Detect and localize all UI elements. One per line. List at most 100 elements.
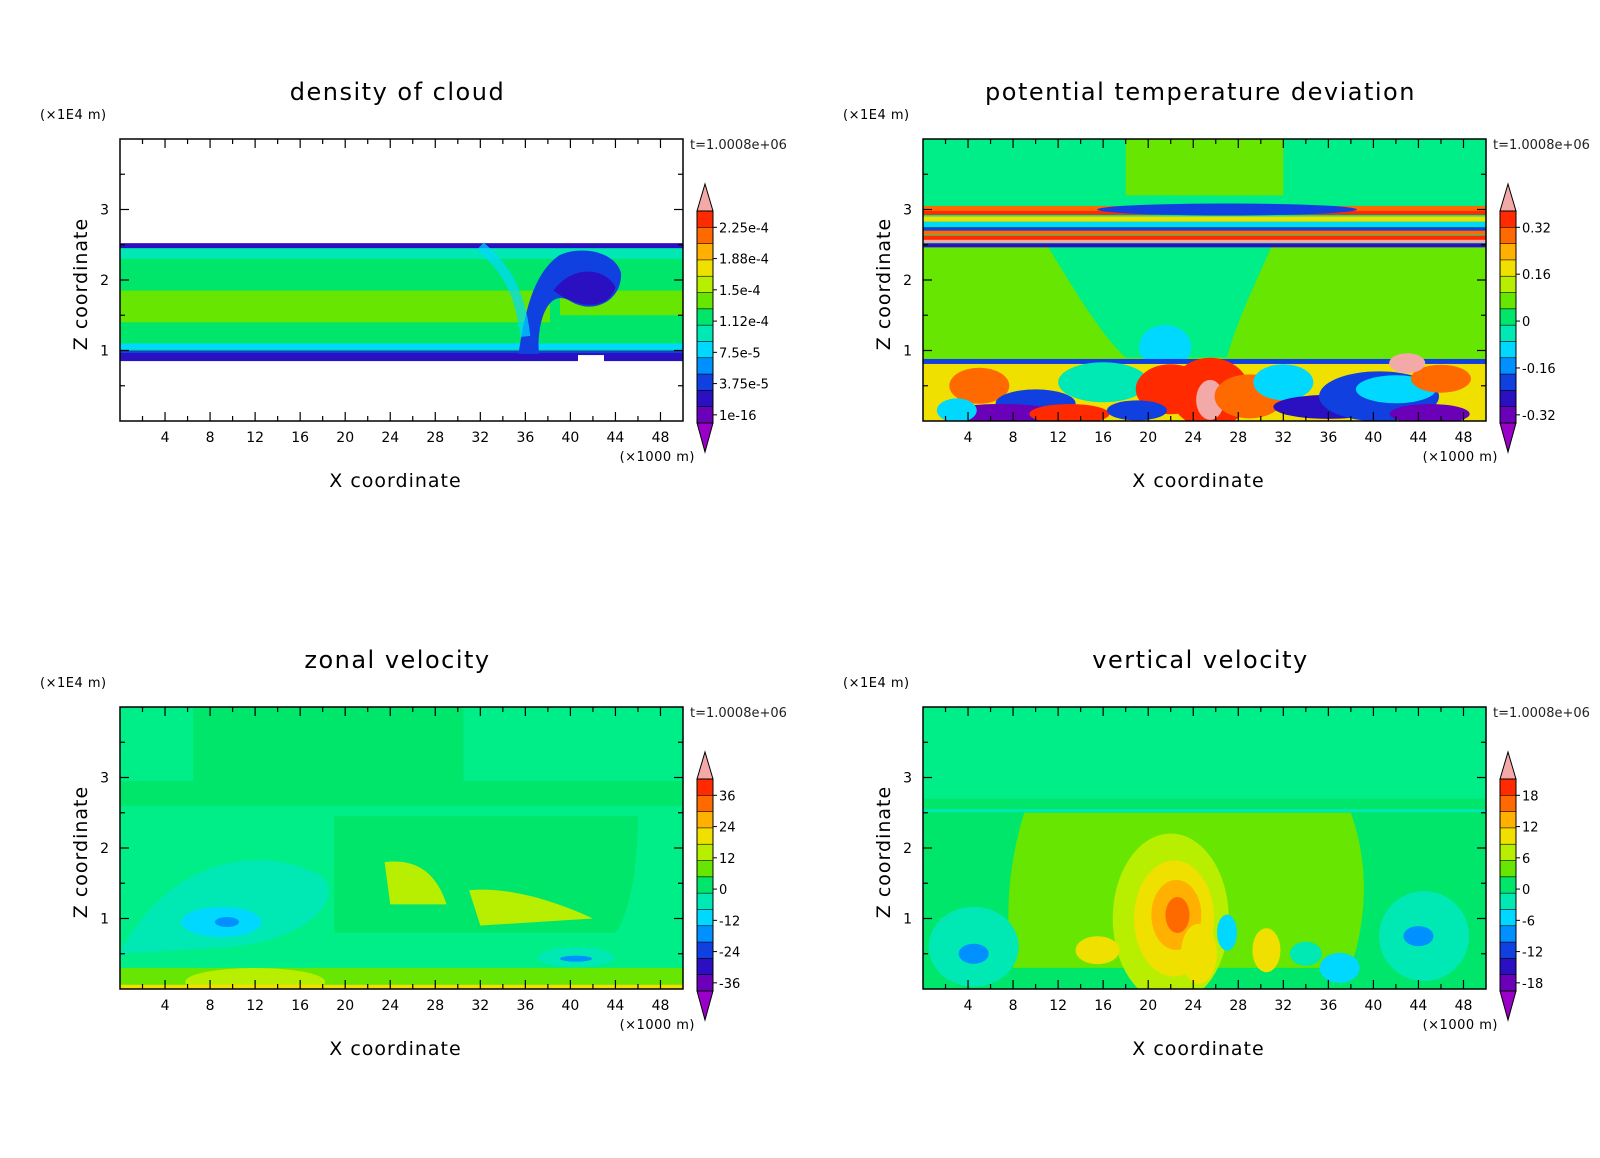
surface-strip bbox=[120, 984, 683, 989]
colorbar-segment bbox=[1500, 357, 1516, 375]
x-tick-label: 28 bbox=[426, 998, 444, 1014]
colorbar-segment bbox=[1500, 974, 1516, 992]
chart-title: potential temperature deviation bbox=[985, 78, 1416, 106]
colorbar-label: 1e-16 bbox=[719, 409, 757, 424]
x-tick-label: 12 bbox=[246, 430, 264, 446]
colorbar: 36 24 12 0 -12 -24 -36 bbox=[696, 750, 740, 1022]
x-tick-label: 28 bbox=[426, 430, 444, 446]
colorbar-label: -18 bbox=[1522, 977, 1543, 992]
x-axis-label: X coordinate bbox=[1132, 470, 1264, 492]
colorbar-label: 6 bbox=[1522, 852, 1530, 867]
colorbar-label: 36 bbox=[719, 789, 736, 804]
colorbar-segment bbox=[697, 779, 713, 796]
cloud-gap bbox=[578, 355, 604, 364]
upper-cool-lens bbox=[1097, 203, 1358, 216]
colorbar-segment bbox=[1500, 893, 1516, 910]
x-tick-label: 32 bbox=[1274, 430, 1292, 446]
colorbar: 2.25e-4 1.88e-4 1.5e-4 1.12e-4 7.5e-5 3.75e-5… bbox=[696, 182, 769, 454]
x-tick-label: 16 bbox=[1094, 430, 1112, 446]
y-unit-label: (×1E4 m) bbox=[843, 108, 910, 123]
x-tick-label: 4 bbox=[964, 998, 973, 1014]
y-tick-label: 2 bbox=[903, 273, 912, 289]
x-unit-label: (×1000 m) bbox=[620, 450, 695, 465]
y-unit-label: (×1E4 m) bbox=[40, 108, 107, 123]
colorbar-label: -12 bbox=[1522, 946, 1543, 961]
colorbar-segment bbox=[1500, 276, 1516, 294]
x-tick-label: 24 bbox=[381, 998, 399, 1014]
x-tick-label: 48 bbox=[652, 998, 670, 1014]
colorbar-segment bbox=[697, 292, 713, 310]
chart-title: vertical velocity bbox=[1092, 646, 1308, 674]
colorbar-segment bbox=[1500, 795, 1516, 813]
colorbar-segment bbox=[1500, 844, 1516, 862]
x-tick-label: 48 bbox=[1455, 998, 1473, 1014]
easterly-patch bbox=[120, 860, 329, 954]
x-tick-label: 32 bbox=[471, 998, 489, 1014]
cloud-top-edge bbox=[120, 243, 683, 249]
time-label: t=1.0008e+06 bbox=[1493, 706, 1590, 721]
colorbar: 0.32 0.16 0 -0.16 -0.32 bbox=[1499, 182, 1556, 454]
colorbar-segment bbox=[697, 341, 713, 359]
x-tick-label: 8 bbox=[1009, 430, 1018, 446]
chart-panel-1: density of cloud(×1E4 m)t=1.0008e+064 8 12… bbox=[40, 78, 787, 492]
colorbar-label: 0 bbox=[1522, 315, 1530, 330]
colorbar-label: 1.5e-4 bbox=[719, 284, 761, 299]
colorbar-label: 0 bbox=[719, 883, 727, 898]
colorbar-label: 0 bbox=[1522, 883, 1530, 898]
colorbar-segment bbox=[1500, 211, 1516, 228]
colorbar-segment bbox=[1500, 876, 1516, 894]
contour-field bbox=[923, 707, 1486, 989]
colorbar-cap-top bbox=[1499, 750, 1517, 780]
colorbar-label: -0.16 bbox=[1522, 362, 1556, 377]
colorbar-label: -24 bbox=[719, 946, 740, 961]
x-tick-label: 44 bbox=[607, 430, 625, 446]
colorbar: 18 12 6 0 -6 -12 -18 bbox=[1499, 750, 1543, 1022]
colorbar-label: -6 bbox=[1522, 914, 1535, 929]
x-tick-label: 48 bbox=[1455, 430, 1473, 446]
downdraft-4 bbox=[1217, 914, 1238, 951]
upper-patch bbox=[1125, 139, 1284, 196]
y-tick-label: 1 bbox=[903, 344, 912, 360]
time-label: t=1.0008e+06 bbox=[690, 706, 787, 721]
tropopause-stripe bbox=[923, 230, 1486, 235]
updraft-cell-3 bbox=[1075, 936, 1120, 965]
westerly-patch-1 bbox=[384, 861, 447, 905]
updraft-tail bbox=[1180, 923, 1217, 984]
upper-ripple bbox=[923, 809, 1486, 813]
y-unit-label: (×1E4 m) bbox=[40, 676, 107, 691]
colorbar-cap-top bbox=[1499, 182, 1517, 212]
x-tick-label: 40 bbox=[561, 998, 579, 1014]
x-axis-label: X coordinate bbox=[329, 470, 461, 492]
colorbar-segment bbox=[697, 860, 713, 878]
tropopause-stripe bbox=[923, 222, 1486, 227]
colorbar-segment bbox=[697, 325, 713, 342]
y-tick-label: 3 bbox=[903, 203, 912, 219]
x-tick-label: 20 bbox=[336, 430, 354, 446]
chart-title: zonal velocity bbox=[304, 646, 490, 674]
y-axis-label: Z coordinate bbox=[70, 786, 92, 918]
colorbar-segment bbox=[1500, 374, 1516, 391]
x-tick-label: 20 bbox=[1139, 998, 1157, 1014]
x-tick-label: 28 bbox=[1229, 430, 1247, 446]
x-tick-label: 40 bbox=[1364, 998, 1382, 1014]
cloud-front-core bbox=[553, 271, 616, 305]
colorbar-segment bbox=[1500, 925, 1516, 943]
x-tick-label: 44 bbox=[1410, 430, 1428, 446]
colorbar-segment bbox=[1500, 341, 1516, 359]
x-unit-label: (×1000 m) bbox=[620, 1018, 695, 1033]
x-tick-label: 16 bbox=[1094, 998, 1112, 1014]
colorbar-segment bbox=[697, 844, 713, 862]
colorbar-label: 2.25e-4 bbox=[719, 221, 769, 236]
colorbar-cap-top bbox=[696, 750, 714, 780]
colorbar-label: 12 bbox=[719, 852, 736, 867]
colorbar-segment bbox=[1500, 779, 1516, 796]
y-tick-label: 2 bbox=[100, 841, 109, 857]
downdraft-3 bbox=[1319, 952, 1360, 983]
x-tick-label: 4 bbox=[964, 430, 973, 446]
anomaly-blob bbox=[1253, 364, 1314, 401]
colorbar-segment bbox=[1500, 860, 1516, 878]
cloud-shear-streak bbox=[477, 242, 531, 337]
colorbar-segment bbox=[1500, 292, 1516, 310]
cloud-lower-edge-1 bbox=[120, 343, 683, 350]
chart-panel-2: potential temperature deviation (×1E4 m) t… bbox=[843, 78, 1590, 492]
